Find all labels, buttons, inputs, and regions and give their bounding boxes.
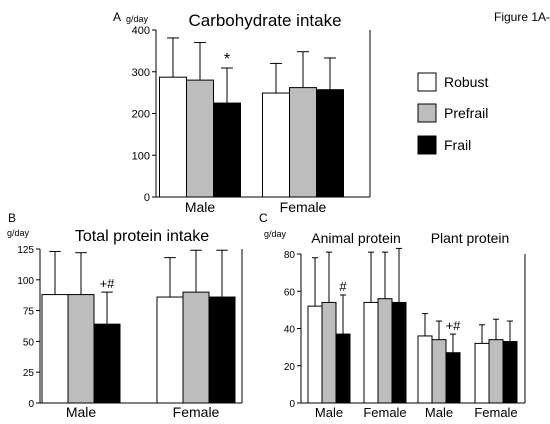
y-tick-label: 25 [23,368,35,379]
bar-prefrail [321,301,337,404]
category-label: Female [474,405,517,420]
bar-prefrail [377,298,393,404]
bar-prefrail [289,87,317,198]
bar-robust [363,301,379,404]
y-tick-label: 400 [132,25,150,37]
bar-frail [213,102,241,198]
y-tick-label: 50 [23,337,35,348]
category-label: Female [363,405,406,420]
bar-frail [391,301,407,404]
bar-prefrail [431,339,447,404]
chart-title: Total protein intake [75,228,209,245]
legend-label: Prefrail [444,105,488,121]
legend-swatch-frail [417,135,437,155]
bar-frail [445,352,461,404]
bar-robust [307,305,323,404]
y-unit-label: g/day [7,228,30,238]
y-unit-label: g/day [126,14,149,24]
y-tick-label: 40 [284,325,296,336]
y-tick-label: 20 [284,362,296,373]
legend-swatch-robust [417,72,437,92]
y-tick-label: 100 [132,150,150,162]
figure-label: Figure 1A-C [494,10,550,24]
bar-frail [502,341,518,404]
category-label: Male [66,404,97,420]
significance-marker: +# [446,318,462,333]
bar-prefrail [488,339,504,404]
y-tick-label: 0 [289,399,295,410]
significance-marker: * [224,51,230,68]
panel-letter: B [8,211,16,225]
bar-frail [316,89,344,198]
bar-robust [262,92,290,198]
bar-robust [159,76,187,198]
category-label: Male [315,405,343,420]
y-tick-label: 300 [132,67,150,79]
bar-robust [417,335,433,404]
legend-label: Frail [444,137,471,153]
group-title: Plant protein [431,230,510,246]
significance-marker: # [339,279,347,294]
bar-prefrail [182,291,210,404]
y-tick-label: 200 [132,109,150,121]
bar-frail [93,323,121,404]
category-label: Female [173,404,220,420]
y-tick-label: 60 [284,287,296,298]
legend-label: Robust [444,74,488,90]
category-label: Female [280,199,327,215]
significance-marker: +# [100,276,116,291]
category-label: Male [185,199,216,215]
group-title: Animal protein [311,230,401,246]
legend-swatch-prefrail [417,103,437,123]
y-tick-label: 0 [144,192,150,204]
bar-prefrail [67,294,95,404]
chart-title: Carbohydrate intake [188,11,341,30]
y-tick-label: 100 [17,276,34,287]
panel-letter: A [113,10,121,24]
bar-robust [41,294,69,404]
y-tick-label: 75 [23,307,35,318]
y-unit-label: g/day [264,229,287,239]
bar-robust [474,342,490,404]
y-tick-label: 80 [284,250,296,261]
y-tick-label: 0 [28,399,34,410]
category-label: Male [425,405,453,420]
bar-frail [335,333,351,404]
y-tick-label: 125 [17,245,34,256]
bar-robust [156,296,184,404]
bar-prefrail [186,79,214,198]
panel-letter: C [259,211,268,225]
bar-frail [208,296,236,404]
